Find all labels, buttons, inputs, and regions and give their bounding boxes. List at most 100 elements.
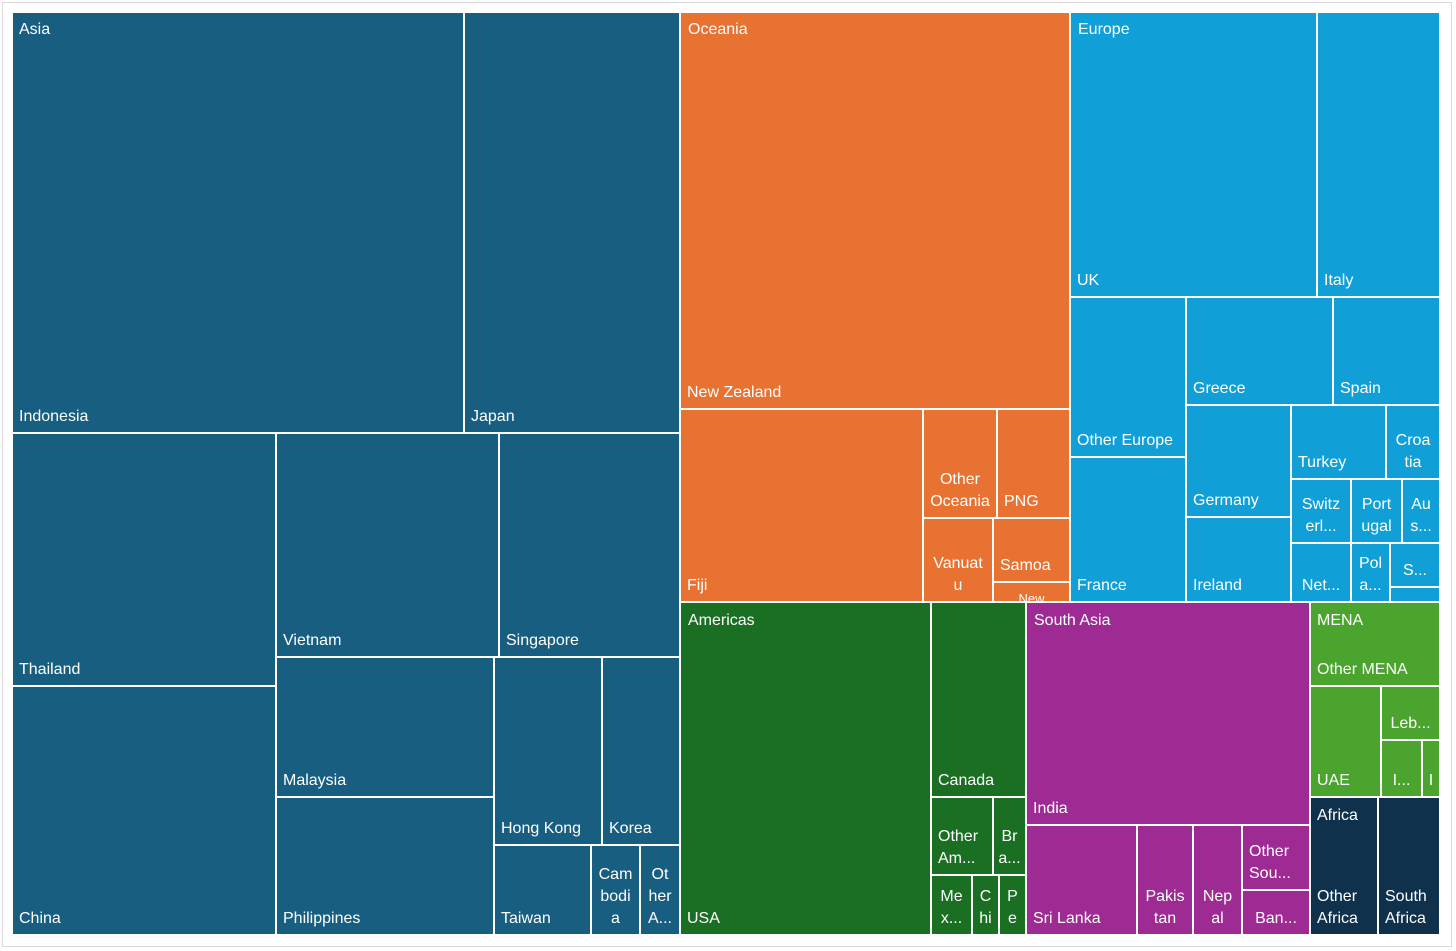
tile-iran: I [1422,740,1440,797]
tile-france: France [1070,457,1186,602]
tile-bangladesh: Ban... [1242,890,1310,935]
tile-malaysia: Malaysia [276,657,494,797]
tile-label-lebanon: Leb... [1390,715,1431,732]
tile-label-spain: Spain [1340,380,1381,397]
tile-lebanon: Leb... [1381,686,1440,740]
tile-label-other-asia: Ot her A... [647,866,672,927]
tile-ireland: Ireland [1186,517,1291,602]
tile-label-pakistan: Pakis tan [1145,888,1185,927]
tile-other-africa: Other Africa [1310,797,1378,935]
tile-png: PNG [997,409,1070,518]
tile-chile: C hi [972,875,999,935]
tile-label-france: France [1077,577,1127,594]
tile-label-other-oceania: Other Oceania [930,471,990,510]
tile-label-hong-kong: Hong Kong [501,820,582,837]
tile-label-turkey: Turkey [1298,454,1347,471]
tile-greece: Greece [1186,297,1333,405]
tile-label-new-zealand: New Zealand [687,384,782,401]
tile-label-cambodia: Cam bodi a [598,866,633,927]
tile-label-greece: Greece [1193,380,1246,397]
tile-germany: Germany [1186,405,1291,517]
tile-label-new-caledonia: New [1018,591,1045,602]
tile-indonesia: Indonesia [12,12,464,433]
tile-other-asia: Ot her A... [640,845,680,935]
tile-other-europe: Other Europe [1070,297,1186,457]
tile-label-switzerland: Switz erl... [1301,496,1341,535]
tile-label-chile: C hi [979,888,992,927]
tile-label-sweden: S... [1402,562,1427,579]
group-label-americas: Americas [688,612,755,629]
tile-label-austria: Au s... [1410,496,1432,535]
tile-label-israel: I... [1392,772,1411,789]
tile-vietnam: Vietnam [276,433,499,657]
tile-label-usa: USA [687,910,720,927]
tile-new-zealand: New Zealand [680,12,1070,409]
tile-label-other-americas: Other Am... [938,828,979,867]
tile-india: India [1026,602,1310,825]
tile-label-brazil: Br a... [998,828,1021,867]
tile-label-japan: Japan [471,408,515,425]
tile-label-vietnam: Vietnam [283,632,342,649]
tile-label-taiwan: Taiwan [501,910,551,927]
tile-label-iran: I [1428,772,1434,789]
tile-sri-lanka: Sri Lanka [1026,825,1137,935]
tile-nepal: Nep al [1193,825,1242,935]
tile-new-caledonia: New [993,582,1070,602]
tile-other-south-asia: Other Sou... [1242,825,1310,890]
tile-sweden: S... [1390,543,1440,587]
tile-other-mena: Other MENA [1310,602,1440,686]
tile-label-samoa: Samoa [1000,557,1051,574]
tile-switzerland: Switz erl... [1291,479,1351,543]
tile-korea: Korea [602,657,680,845]
tile-cambodia: Cam bodi a [591,845,640,935]
tile-label-philippines: Philippines [283,910,361,927]
tile-label-vanuatu: Vanuat u [933,555,983,594]
tile-samoa: Samoa [993,518,1070,582]
tile-other-small-europe [1390,587,1440,602]
tile-singapore: Singapore [499,433,680,657]
tile-label-malaysia: Malaysia [283,772,347,789]
tile-label-canada: Canada [938,772,995,789]
tile-thailand: Thailand [12,433,276,686]
tile-portugal: Port ugal [1351,479,1402,543]
tile-label-ireland: Ireland [1193,577,1242,594]
tile-label-germany: Germany [1193,492,1259,509]
tile-philippines: Philippines [276,797,494,935]
tile-label-poland: Pol a... [1358,555,1383,594]
tile-italy: Italy [1317,12,1440,297]
tile-label-south-africa: South Africa [1385,888,1427,927]
tile-label-singapore: Singapore [506,632,579,649]
tile-spain: Spain [1333,297,1440,405]
tile-peru: P e [999,875,1026,935]
tile-fiji: Fiji [680,409,923,602]
tile-croatia: Croa tia [1386,405,1440,479]
tile-pakistan: Pakis tan [1137,825,1193,935]
tile-label-uk: UK [1077,272,1100,289]
tile-label-bangladesh: Ban... [1255,910,1297,927]
group-label-africa: Africa [1317,807,1358,824]
tile-label-fiji: Fiji [687,577,708,594]
tile-label-india: India [1033,800,1068,817]
tile-turkey: Turkey [1291,405,1386,479]
tile-vanuatu: Vanuat u [923,518,993,602]
tile-canada: Canada [931,602,1026,797]
group-label-oceania: Oceania [688,21,748,38]
tile-label-portugal: Port ugal [1361,496,1392,535]
tile-mexico: Me x... [931,875,972,935]
tile-uae: UAE [1310,686,1381,797]
tile-label-italy: Italy [1324,272,1354,289]
tile-other-americas: Other Am... [931,797,993,875]
tile-uk: UK [1070,12,1317,297]
tile-austria: Au s... [1402,479,1440,543]
tile-label-china: China [19,910,61,927]
tile-label-other-mena: Other MENA [1317,661,1408,678]
tile-taiwan: Taiwan [494,845,591,935]
tile-label-nepal: Nep al [1202,888,1233,927]
tile-label-netherlands: Net... [1301,577,1341,594]
tile-label-other-europe: Other Europe [1077,432,1174,449]
group-label-mena: MENA [1317,612,1364,629]
tile-label-other-africa: Other Africa [1317,888,1358,927]
tile-china: China [12,686,276,935]
group-label-asia: Asia [19,21,51,38]
